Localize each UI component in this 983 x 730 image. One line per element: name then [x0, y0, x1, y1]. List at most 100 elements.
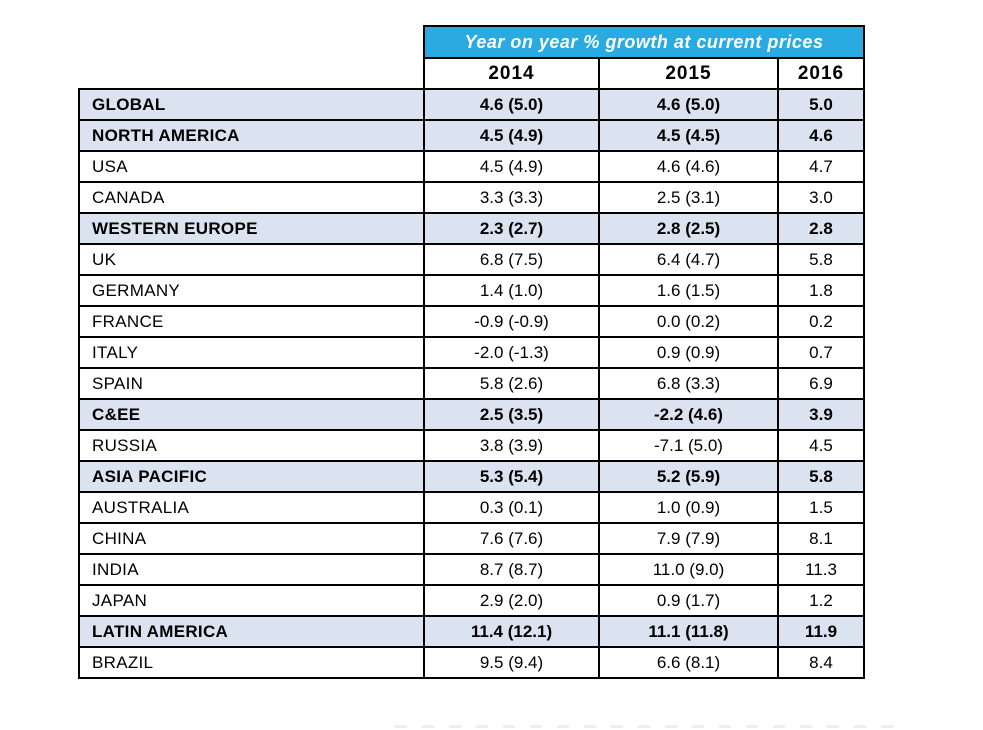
value-2014: 9.5 (9.4)	[423, 646, 600, 679]
table-row: AUSTRALIA 0.3 (0.1) 1.0 (0.9) 1.5	[78, 491, 865, 524]
value-2014: 3.8 (3.9)	[423, 429, 600, 462]
country-label: SPAIN	[78, 367, 425, 400]
table-row: FRANCE -0.9 (-0.9) 0.0 (0.2) 0.2	[78, 305, 865, 338]
value-2016: 5.8	[777, 460, 865, 493]
country-label: UK	[78, 243, 425, 276]
value-2015: 2.5 (3.1)	[598, 181, 779, 214]
table-row: ITALY -2.0 (-1.3) 0.9 (0.9) 0.7	[78, 336, 865, 369]
value-2016: 4.5	[777, 429, 865, 462]
value-2014: 4.5 (4.9)	[423, 150, 600, 183]
table-row: CANADA 3.3 (3.3) 2.5 (3.1) 3.0	[78, 181, 865, 214]
table-row: ASIA PACIFIC 5.3 (5.4) 5.2 (5.9) 5.8	[78, 460, 865, 493]
value-2016: 1.5	[777, 491, 865, 524]
value-2015: 1.0 (0.9)	[598, 491, 779, 524]
country-label: CHINA	[78, 522, 425, 555]
value-2014: 4.6 (5.0)	[423, 88, 600, 121]
value-2016: 2.8	[777, 212, 865, 245]
value-2014: 2.5 (3.5)	[423, 398, 600, 431]
value-2014: 8.7 (8.7)	[423, 553, 600, 586]
value-2016: 3.9	[777, 398, 865, 431]
table-row: RUSSIA 3.8 (3.9) -7.1 (5.0) 4.5	[78, 429, 865, 462]
value-2014: 7.6 (7.6)	[423, 522, 600, 555]
region-label: GLOBAL	[78, 88, 425, 121]
column-header-2015: 2015	[598, 57, 779, 90]
value-2016: 8.1	[777, 522, 865, 555]
value-2014: -0.9 (-0.9)	[423, 305, 600, 338]
value-2015: 4.5 (4.5)	[598, 119, 779, 152]
value-2015: -2.2 (4.6)	[598, 398, 779, 431]
cropped-text-artifact	[395, 725, 905, 728]
value-2016: 0.2	[777, 305, 865, 338]
value-2015: 0.0 (0.2)	[598, 305, 779, 338]
region-label: C&EE	[78, 398, 425, 431]
value-2014: 2.3 (2.7)	[423, 212, 600, 245]
table-row: C&EE 2.5 (3.5) -2.2 (4.6) 3.9	[78, 398, 865, 431]
value-2015: 0.9 (0.9)	[598, 336, 779, 369]
region-label: NORTH AMERICA	[78, 119, 425, 152]
value-2015: 1.6 (1.5)	[598, 274, 779, 307]
region-label: ASIA PACIFIC	[78, 460, 425, 493]
value-2016: 8.4	[777, 646, 865, 679]
table-row: USA 4.5 (4.9) 4.6 (4.6) 4.7	[78, 150, 865, 183]
value-2015: 11.1 (11.8)	[598, 615, 779, 648]
value-2016: 1.2	[777, 584, 865, 617]
country-label: GERMANY	[78, 274, 425, 307]
column-header-2014: 2014	[423, 57, 600, 90]
value-2016: 4.6	[777, 119, 865, 152]
empty-corner	[79, 58, 424, 89]
value-2014: 5.3 (5.4)	[423, 460, 600, 493]
region-label: LATIN AMERICA	[78, 615, 425, 648]
table-row: WESTERN EUROPE 2.3 (2.7) 2.8 (2.5) 2.8	[78, 212, 865, 245]
value-2014: 3.3 (3.3)	[423, 181, 600, 214]
table-row: CHINA 7.6 (7.6) 7.9 (7.9) 8.1	[78, 522, 865, 555]
value-2015: 4.6 (4.6)	[598, 150, 779, 183]
table-row: INDIA 8.7 (8.7) 11.0 (9.0) 11.3	[78, 553, 865, 586]
value-2015: 7.9 (7.9)	[598, 522, 779, 555]
value-2016: 5.0	[777, 88, 865, 121]
region-label: WESTERN EUROPE	[78, 212, 425, 245]
country-label: JAPAN	[78, 584, 425, 617]
value-2014: 6.8 (7.5)	[423, 243, 600, 276]
country-label: ITALY	[78, 336, 425, 369]
value-2014: -2.0 (-1.3)	[423, 336, 600, 369]
country-label: INDIA	[78, 553, 425, 586]
value-2014: 11.4 (12.1)	[423, 615, 600, 648]
country-label: AUSTRALIA	[78, 491, 425, 524]
country-label: USA	[78, 150, 425, 183]
value-2015: 6.8 (3.3)	[598, 367, 779, 400]
table-row: SPAIN 5.8 (2.6) 6.8 (3.3) 6.9	[78, 367, 865, 400]
value-2015: 2.8 (2.5)	[598, 212, 779, 245]
country-label: CANADA	[78, 181, 425, 214]
value-2015: 6.6 (8.1)	[598, 646, 779, 679]
value-2016: 11.3	[777, 553, 865, 586]
value-2016: 4.7	[777, 150, 865, 183]
value-2014: 1.4 (1.0)	[423, 274, 600, 307]
value-2014: 4.5 (4.9)	[423, 119, 600, 152]
value-2015: 0.9 (1.7)	[598, 584, 779, 617]
value-2014: 5.8 (2.6)	[423, 367, 600, 400]
value-2016: 6.9	[777, 367, 865, 400]
value-2016: 3.0	[777, 181, 865, 214]
empty-corner	[79, 26, 424, 58]
value-2015: 6.4 (4.7)	[598, 243, 779, 276]
table-row: BRAZIL 9.5 (9.4) 6.6 (8.1) 8.4	[78, 646, 865, 679]
table-row: LATIN AMERICA 11.4 (12.1) 11.1 (11.8) 11.9	[78, 615, 865, 648]
value-2015: -7.1 (5.0)	[598, 429, 779, 462]
value-2016: 1.8	[777, 274, 865, 307]
year-header-row: 2014 2015 2016	[79, 57, 865, 90]
value-2016: 0.7	[777, 336, 865, 369]
value-2014: 0.3 (0.1)	[423, 491, 600, 524]
title-band-row: Year on year % growth at current prices	[79, 25, 865, 59]
table-title-band: Year on year % growth at current prices	[423, 25, 865, 59]
table-row: GERMANY 1.4 (1.0) 1.6 (1.5) 1.8	[78, 274, 865, 307]
column-header-2016: 2016	[777, 57, 865, 90]
value-2015: 5.2 (5.9)	[598, 460, 779, 493]
value-2014: 2.9 (2.0)	[423, 584, 600, 617]
value-2016: 5.8	[777, 243, 865, 276]
value-2015: 4.6 (5.0)	[598, 88, 779, 121]
country-label: RUSSIA	[78, 429, 425, 462]
growth-table: Year on year % growth at current prices …	[78, 25, 865, 679]
value-2016: 11.9	[777, 615, 865, 648]
country-label: FRANCE	[78, 305, 425, 338]
